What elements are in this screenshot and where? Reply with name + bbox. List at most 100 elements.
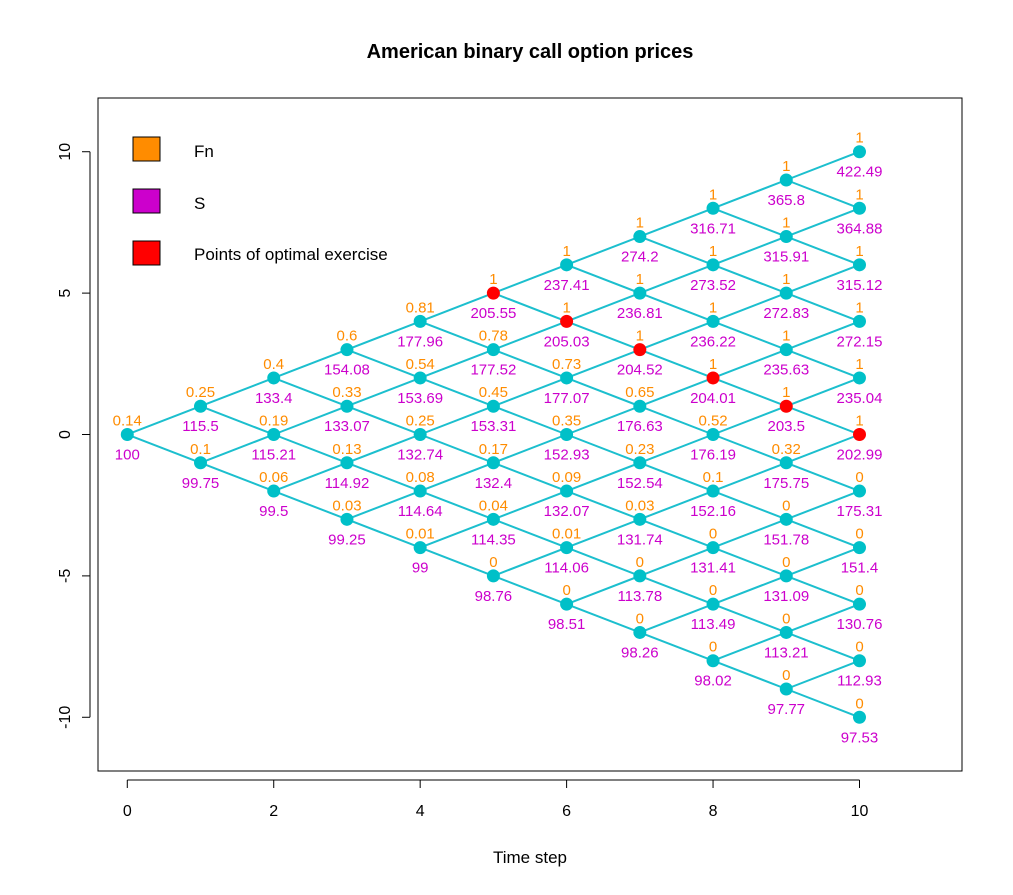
tree-edge [785,377,860,408]
fn-value-label: 1 [855,299,863,316]
tree-node [560,258,574,272]
tree-edge [785,207,860,238]
fn-value-label: 1 [709,299,717,316]
tree-node [413,314,427,328]
tree-edge [712,574,787,606]
fn-value-label: 0 [782,497,790,514]
tree-edge [419,405,494,436]
tree-node [413,541,427,555]
s-value-label: 131.74 [617,531,663,548]
tree-edge [566,433,641,464]
chart-title: American binary call option prices [367,41,694,63]
legend-label-exercise: Points of optimal exercise [194,245,388,264]
tree-edge [566,348,641,379]
s-value-label: 133.07 [324,418,370,435]
exercise-point [852,428,866,441]
s-value-label: 112.93 [837,673,882,690]
tree-node [852,597,866,611]
tree-edge [712,377,787,408]
tree-edge [493,348,567,379]
fn-value-label: 0.04 [479,497,508,514]
tree-edge [273,405,348,436]
tree-edge [419,292,494,323]
tree-edge [712,348,787,379]
tree-edge [639,320,714,351]
tree-node [852,654,866,668]
legend-label-fn: Fn [194,142,214,161]
tree-node [779,173,793,187]
tree-edge [419,546,494,577]
s-value-label: 98.02 [694,673,732,690]
tree-edge [639,461,714,492]
tree-edge [639,235,714,266]
s-value-label: 316.71 [690,220,736,237]
fn-value-label: 0.19 [259,413,288,430]
tree-node [560,541,574,555]
tree-edge [566,546,641,577]
tree-edge [639,546,714,577]
tree-edge [712,207,787,238]
s-value-label: 364.88 [837,220,883,237]
s-value-label: 153.31 [470,418,516,435]
tree-nodes [120,145,866,724]
tree-edge [419,518,494,549]
tree-edge [566,461,641,492]
fn-value-label: 1 [562,243,570,260]
tree-edge [639,631,714,662]
fn-value-label: 0.03 [625,497,654,514]
tree-edge [566,490,641,521]
tree-edge [712,292,787,323]
y-tick-label: -10 [57,706,74,729]
tree-edge [785,518,860,549]
fn-value-label: 0.25 [186,384,215,401]
fn-value-label: 1 [782,215,790,232]
fn-value-label: 0.03 [332,497,361,514]
fn-value-label: 0.35 [552,413,581,430]
s-value-label: 114.92 [325,475,370,492]
tree-node [340,512,354,526]
tree-edge [493,574,567,606]
tree-edge [785,433,860,464]
s-value-label: 114.35 [471,531,516,548]
tree-edge [566,603,641,634]
fn-value-label: 0 [855,469,863,486]
fn-value-label: 1 [636,328,644,345]
x-tick-label: 6 [562,803,571,820]
s-value-label: 132.07 [544,503,590,520]
tree-edge [200,405,275,436]
s-value-label: 115.5 [182,418,218,435]
fn-value-label: 0.52 [698,413,727,430]
s-value-label: 237.41 [544,277,590,294]
s-value-label: 205.03 [544,333,590,350]
tree-edge [785,659,860,690]
s-value-label: 98.76 [475,588,513,605]
s-value-label: 152.93 [544,447,590,464]
tree-edge [785,546,860,577]
fn-value-label: 0 [709,582,717,599]
fn-value-label: 1 [562,299,570,316]
tree-edge [785,320,860,351]
s-value-label: 114.64 [398,503,443,520]
tree-edge [785,688,860,719]
tree-edge [566,377,641,408]
fn-value-label: 0.06 [259,469,288,486]
fn-value-label: 1 [855,356,863,373]
y-tick-label: 5 [57,289,74,298]
tree-edge [712,546,787,577]
fn-value-label: 0.78 [479,328,508,345]
fn-value-label: 1 [709,243,717,260]
tree-edge [785,603,860,634]
tree-node [560,371,574,385]
s-value-label: 99.5 [259,503,288,520]
s-value-label: 98.51 [548,616,586,633]
tree-edge [419,377,494,408]
tree-node [340,343,354,357]
s-value-label: 151.4 [841,560,879,577]
fn-value-label: 1 [782,271,790,288]
tree-node [560,597,574,611]
tree-node [194,456,208,470]
tree-node [267,371,281,385]
tree-edge [639,348,714,379]
tree-node [852,258,866,272]
tree-edge [712,179,787,210]
